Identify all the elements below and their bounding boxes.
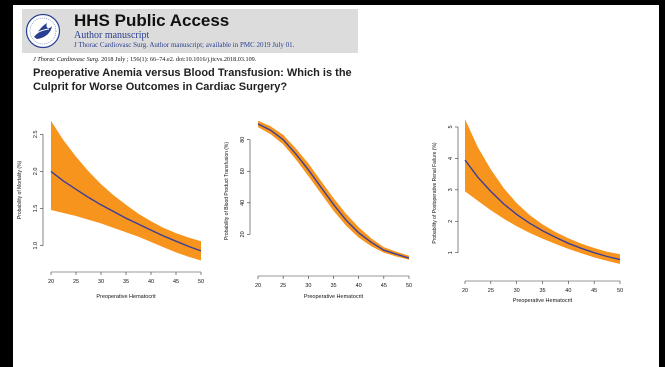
mortality-y-tick-label: 2.5: [33, 131, 39, 139]
transfusion-y-tick-label: 60: [240, 168, 246, 174]
renal-x-tick-label: 35: [539, 288, 545, 294]
mortality-x-axis-label: Preoperative Hematocrit: [96, 294, 156, 300]
article-title: Preoperative Anemia versus Blood Transfu…: [33, 67, 352, 93]
transfusion-y-axis-label: Probability of Blood Product Transfusion…: [224, 142, 230, 240]
renal-y-axis-label: Probability of Postoperative Renal Failu…: [432, 142, 438, 243]
transfusion-chart: 20 25 30 35 40 45 50 Preoperative Hematocrit 20 4…: [224, 120, 412, 300]
transfusion-x-tick-label: 45: [381, 283, 387, 289]
renal-x-tick-label: 30: [514, 288, 520, 294]
mortality-chart: 20 25 30 35 40 45 50 Preoperative Hematocrit 1.0…: [17, 121, 204, 300]
mortality-x-tick-label: 20: [48, 279, 54, 285]
hhs-banner: HHS Public Access Author manuscript J Th…: [22, 9, 358, 53]
transfusion-x-tick-label: 50: [406, 283, 412, 289]
transfusion-x-tick-label: 30: [305, 283, 311, 289]
citation: J Thorac Cardiovasc Surg. 2018 July ; 15…: [33, 56, 256, 63]
banner-subtitle: Author manuscript: [74, 30, 150, 41]
transfusion-y-tick-label: 20: [240, 231, 246, 237]
mortality-y-tick-label: 2.0: [33, 168, 39, 176]
transfusion-x-tick-label: 35: [330, 283, 336, 289]
citation-journal: J Thorac Cardiovasc Surg.: [33, 56, 100, 63]
renal-series-line: [464, 159, 621, 261]
transfusion-y-tick-label: 80: [240, 137, 246, 143]
renal-y-tick-label: 4: [448, 157, 454, 160]
renal-y-tick-label: 1: [448, 251, 454, 254]
citation-details: 2018 July ; 156(1): 66–74.e2. doi:10.101…: [99, 56, 257, 63]
banner-journal-line: J Thorac Cardiovasc Surg. Author manuscr…: [74, 41, 295, 49]
mortality-series-line: [50, 170, 202, 252]
hhs-logo: [25, 13, 61, 49]
transfusion-x-tick-label: 25: [280, 283, 286, 289]
transfusion-x-axis-label: Preoperative Hematocrit: [304, 294, 364, 300]
renal-confidence-band: [465, 119, 620, 264]
mortality-y-tick-label: 1.0: [33, 242, 39, 250]
banner-title: HHS Public Access: [74, 11, 230, 30]
transfusion-series-line: [257, 123, 410, 259]
renal-x-tick-label: 45: [591, 288, 597, 294]
mortality-x-tick-label: 40: [148, 279, 154, 285]
mortality-y-tick-label: 1.5: [33, 205, 39, 213]
renal-y-tick-label: 3: [448, 188, 454, 191]
mortality-x-tick-label: 25: [73, 279, 79, 285]
renal-x-axis-label: Preoperative Hematocrit: [513, 298, 573, 304]
transfusion-x-tick-label: 40: [356, 283, 362, 289]
mortality-x-tick-label: 50: [198, 279, 204, 285]
mortality-y-axis-label: Probability of Mortality (%): [17, 160, 23, 219]
renal-x-tick-label: 25: [488, 288, 494, 294]
mortality-x-tick-label: 30: [98, 279, 104, 285]
renal-x-tick-label: 40: [565, 288, 571, 294]
renal-y-tick-label: 5: [448, 125, 454, 128]
renal-x-tick-label: 20: [462, 288, 468, 294]
mortality-x-tick-label: 45: [173, 279, 179, 285]
renal-x-tick-label: 50: [617, 288, 623, 294]
mortality-x-tick-label: 35: [123, 279, 129, 285]
transfusion-confidence-band: [258, 120, 409, 260]
mortality-confidence-band: [51, 121, 201, 261]
transfusion-x-tick-label: 20: [255, 283, 261, 289]
transfusion-y-tick-label: 40: [240, 200, 246, 206]
document-frame: HHS Public Access Author manuscript J Th…: [13, 5, 659, 367]
renal-y-tick-label: 2: [448, 220, 454, 223]
